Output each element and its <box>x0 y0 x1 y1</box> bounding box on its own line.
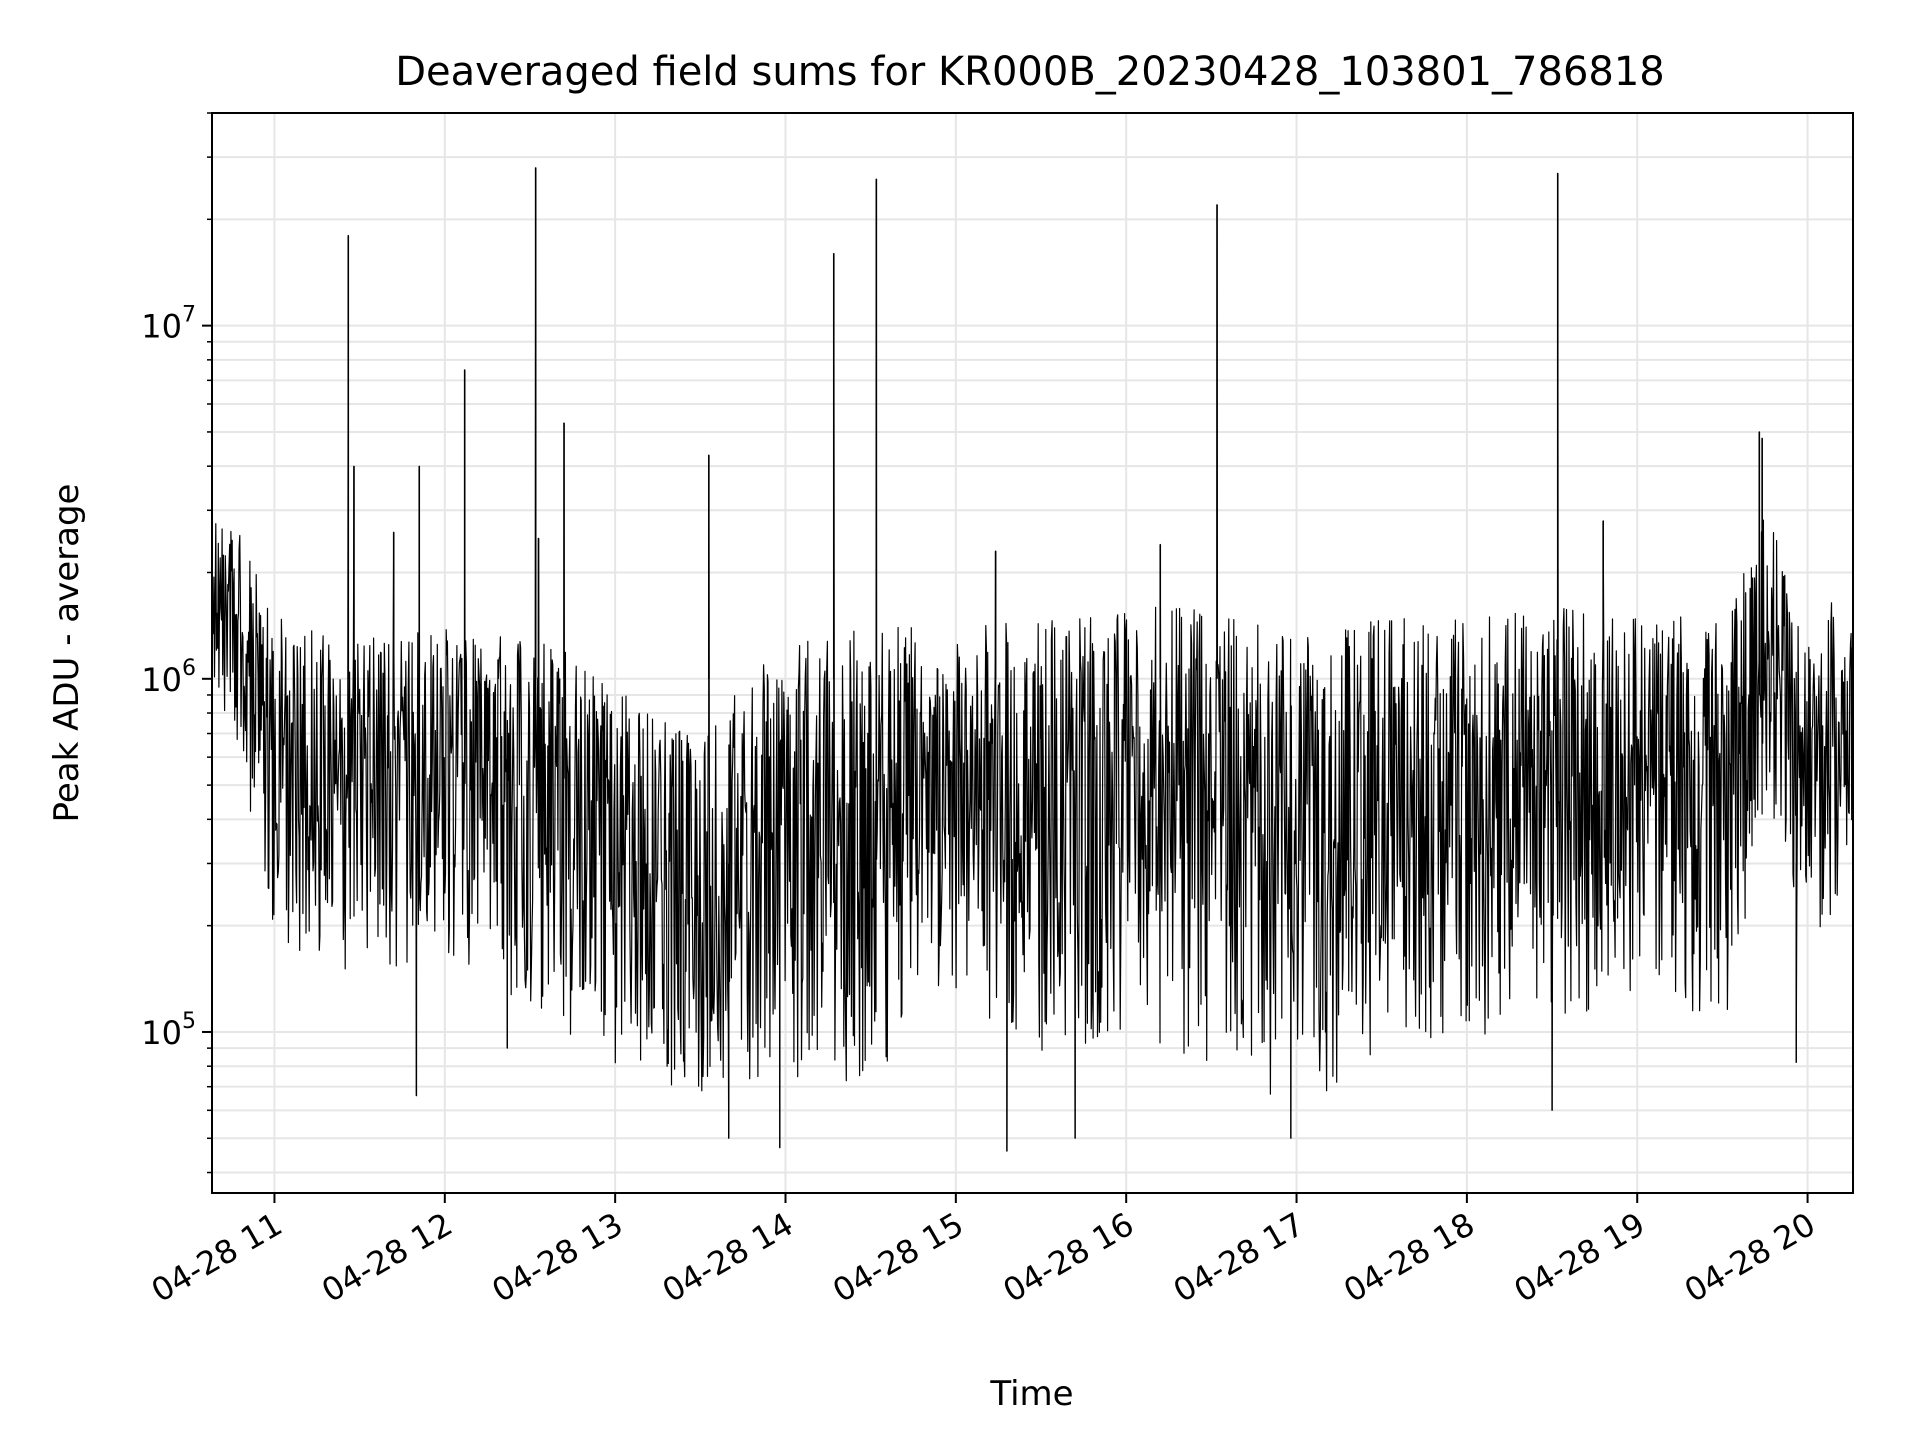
y-tick-label: 106 <box>141 656 196 699</box>
plot-frame <box>211 112 1854 1194</box>
data-layer <box>211 167 1854 1152</box>
x-axis-label: Time <box>989 1374 1073 1414</box>
y-tick-label: 105 <box>141 1009 196 1052</box>
series-line <box>211 167 1854 1152</box>
chart-title: Deaveraged field sums for KR000B_2023042… <box>395 49 1665 95</box>
y-axis-label: Peak ADU - average <box>47 484 87 823</box>
y-axis: 105 106 107 <box>141 112 212 1174</box>
y-tick-label: 107 <box>141 303 196 346</box>
